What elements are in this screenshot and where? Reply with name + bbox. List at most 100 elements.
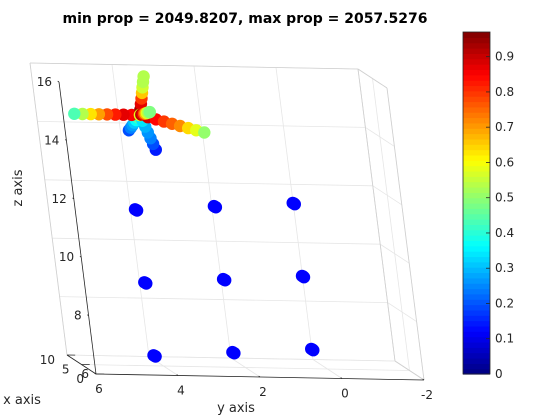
colorbar-segment: [463, 352, 490, 359]
colorbar-segment: [463, 315, 490, 322]
colorbar-segment: [463, 283, 490, 290]
colorbar-segment: [463, 58, 490, 65]
colorbar-segment: [463, 299, 490, 306]
data-point: [219, 274, 232, 287]
colorbar-segment: [463, 80, 490, 87]
y-tick: [176, 374, 179, 376]
data-point: [137, 70, 150, 83]
chart-title: min prop = 2049.8207, max prop = 2057.52…: [63, 11, 428, 27]
colorbar-segment: [463, 293, 490, 300]
colorbar-segment: [463, 133, 490, 140]
colorbar-tick-label: 0.3: [495, 261, 514, 275]
y-tick-label: 4: [177, 384, 185, 398]
y-tick-label: 6: [95, 382, 103, 396]
colorbar-tick-label: 0.9: [495, 50, 514, 64]
grid-line: [275, 67, 314, 360]
colorbar-segment: [463, 325, 490, 332]
colorbar-segment: [463, 347, 490, 354]
colorbar-segment: [463, 64, 490, 70]
frame-edge: [29, 62, 359, 70]
colorbar-segment: [463, 229, 490, 236]
colorbar-segment: [463, 186, 490, 193]
colorbar-segment: [463, 90, 490, 97]
colorbar-segment: [463, 32, 490, 38]
colorbar-segment: [463, 192, 490, 199]
colorbar-segment: [463, 251, 490, 258]
grid-line: [81, 364, 410, 371]
colorbar-segment: [463, 304, 490, 311]
tick-marks: [57, 80, 425, 381]
colorbar-segment: [463, 261, 490, 268]
colorbar-segment: [463, 112, 490, 119]
z-tick-label: 12: [52, 192, 67, 206]
colorbar-segment: [463, 368, 490, 375]
y-tick: [258, 375, 261, 378]
colorbar-tick-label: 0.2: [495, 296, 514, 310]
colorbar-segment: [463, 341, 490, 348]
colorbar-segment: [463, 208, 490, 215]
colorbar-segment: [463, 272, 490, 279]
frame-edge: [357, 68, 396, 362]
colorbar-segment: [463, 165, 490, 172]
y-tick: [94, 372, 97, 375]
colorbar-segment: [463, 74, 490, 81]
colorbar-segment: [463, 203, 490, 209]
data-point: [149, 350, 162, 363]
colorbar-segment: [463, 309, 490, 316]
colorbar-segment: [463, 176, 490, 183]
colorbar-segment: [463, 138, 490, 145]
y-axis-label: y axis: [217, 401, 255, 416]
colorbar-tick-label: 0: [495, 367, 503, 381]
colorbar-gradient: [463, 32, 490, 375]
y-tick-label: 2: [259, 385, 267, 399]
z-tick: [57, 80, 60, 83]
colorbar-segment: [463, 170, 490, 177]
z-tick: [87, 314, 89, 316]
y-tick: [422, 378, 425, 381]
colorbar-segment: [463, 160, 490, 167]
colorbar-segment: [463, 128, 490, 135]
colorbar-segment: [463, 277, 490, 284]
colorbar-segment: [463, 144, 490, 151]
colorbar-segment: [463, 245, 490, 252]
colorbar-segment: [463, 149, 490, 156]
frame-edge: [386, 87, 425, 381]
colorbar: 0 0.1 0.2 0.3 0.4 0.5 0.6 0.7 0.8 0.9: [462, 31, 514, 381]
colorbar-segment: [463, 224, 490, 231]
colorbar-segment: [463, 42, 490, 49]
colorbar-segment: [463, 37, 490, 44]
colorbar-segment: [463, 96, 490, 103]
colorbar-segment: [463, 197, 490, 204]
data-point: [68, 107, 81, 121]
colorbar-segment: [463, 267, 490, 274]
z-tick-label: 14: [44, 133, 59, 147]
colorbar-tick-label: 0.4: [495, 226, 514, 240]
z-tick: [72, 197, 75, 200]
x-tick-label: 10: [40, 353, 55, 367]
x-tick-label: 5: [62, 363, 70, 377]
data-point: [209, 201, 223, 214]
z-tick: [64, 139, 67, 141]
x-axis-label: x axis: [3, 393, 41, 408]
frame-edge: [394, 360, 425, 381]
data-point: [307, 344, 320, 357]
z-axis-label: z axis: [11, 169, 26, 206]
colorbar-segment: [463, 363, 490, 370]
data-point: [140, 277, 153, 290]
data-points: [68, 70, 320, 363]
colorbar-segment: [463, 53, 490, 60]
colorbar-tick-label: 0.7: [495, 120, 514, 134]
z-tick-label: 8: [74, 309, 82, 323]
colorbar-ticks: 0 0.1 0.2 0.3 0.4 0.5 0.6 0.7 0.8 0.9: [486, 50, 514, 381]
frame-edge: [29, 62, 68, 356]
z-tick: [79, 256, 82, 258]
y-tick-label: 0: [341, 387, 349, 401]
z-tick-label: 10: [59, 250, 74, 264]
z-tick-label: 16: [37, 75, 52, 89]
data-point: [130, 204, 144, 217]
colorbar-segment: [463, 331, 490, 338]
x-tick-label: 0: [76, 372, 84, 386]
y-tick: [340, 377, 343, 379]
